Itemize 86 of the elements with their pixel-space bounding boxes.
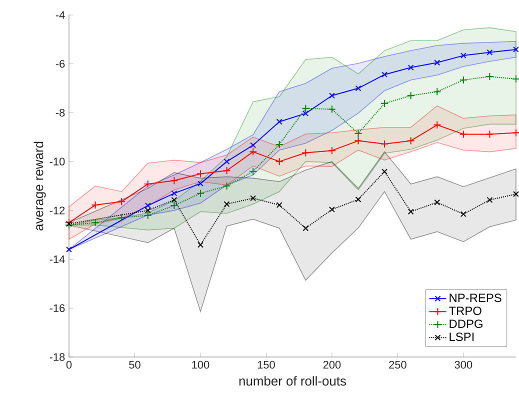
point <box>434 60 440 66</box>
point <box>459 76 468 84</box>
point <box>486 49 493 56</box>
legend-label: NP-REPS <box>450 294 502 302</box>
x-tick-label: 150 <box>258 360 275 369</box>
legend-label: LSPI <box>450 332 474 342</box>
point <box>460 52 466 59</box>
point <box>513 191 519 198</box>
point <box>512 75 519 83</box>
point <box>354 129 362 138</box>
x-tick-label: 200 <box>323 360 341 369</box>
point <box>222 182 231 190</box>
point <box>302 104 310 112</box>
x-tick-label: 50 <box>129 360 140 369</box>
point <box>380 140 389 148</box>
point <box>328 105 336 114</box>
point <box>486 130 494 138</box>
point <box>302 110 309 116</box>
x-tick-label: 100 <box>192 360 210 369</box>
point <box>276 202 282 208</box>
y-tick-label: -6 <box>56 60 65 68</box>
y-tick-label: -18 <box>50 353 65 361</box>
y-tick-label: -10 <box>50 158 65 166</box>
point <box>118 198 126 206</box>
point <box>91 218 100 227</box>
point <box>91 201 100 210</box>
x-tick-label: 0 <box>66 360 72 369</box>
point <box>486 196 493 203</box>
legend-label: TRPO <box>449 306 482 316</box>
y-tick-label: -14 <box>50 256 65 264</box>
y-tick-label: -12 <box>50 206 65 214</box>
point <box>459 130 468 138</box>
point <box>328 206 335 212</box>
point <box>433 120 442 129</box>
point <box>170 202 178 210</box>
point <box>250 195 256 202</box>
y-axis-title: average reward <box>34 142 46 230</box>
point <box>196 189 204 198</box>
point <box>275 158 284 166</box>
point <box>486 72 494 81</box>
point <box>382 72 388 78</box>
point <box>250 142 256 148</box>
point <box>198 180 204 187</box>
point <box>302 148 310 157</box>
point <box>222 166 231 175</box>
point <box>65 221 73 230</box>
point <box>249 148 258 156</box>
point <box>170 176 178 185</box>
point <box>460 211 466 218</box>
point <box>513 46 519 52</box>
point <box>434 199 440 206</box>
point <box>406 136 415 145</box>
point <box>171 196 178 203</box>
point <box>354 136 362 145</box>
point <box>144 211 152 220</box>
x-axis-title: number of roll-outs <box>239 376 346 386</box>
x-tick-label: 300 <box>454 360 472 369</box>
point <box>406 92 415 100</box>
point <box>275 140 284 148</box>
point <box>408 208 414 215</box>
point <box>380 99 389 108</box>
point <box>249 167 258 176</box>
point <box>512 128 519 137</box>
point <box>196 170 204 178</box>
point <box>302 225 309 232</box>
point <box>328 146 336 155</box>
legend-label: DDPG <box>450 320 482 328</box>
x-tick-label: 250 <box>389 360 406 369</box>
point <box>118 214 126 222</box>
point <box>328 92 335 99</box>
y-tick-label: -16 <box>50 304 65 312</box>
point <box>355 85 362 92</box>
point <box>171 190 178 196</box>
point <box>198 242 204 248</box>
point <box>66 246 72 252</box>
y-tick-label: -8 <box>56 108 65 117</box>
point <box>355 196 362 202</box>
point <box>224 201 230 208</box>
point <box>144 207 151 214</box>
point <box>144 180 152 188</box>
point <box>276 118 282 125</box>
point <box>382 168 388 175</box>
y-tick-label: -4 <box>56 11 65 19</box>
point <box>433 88 442 96</box>
point <box>224 158 230 165</box>
point <box>408 64 414 70</box>
